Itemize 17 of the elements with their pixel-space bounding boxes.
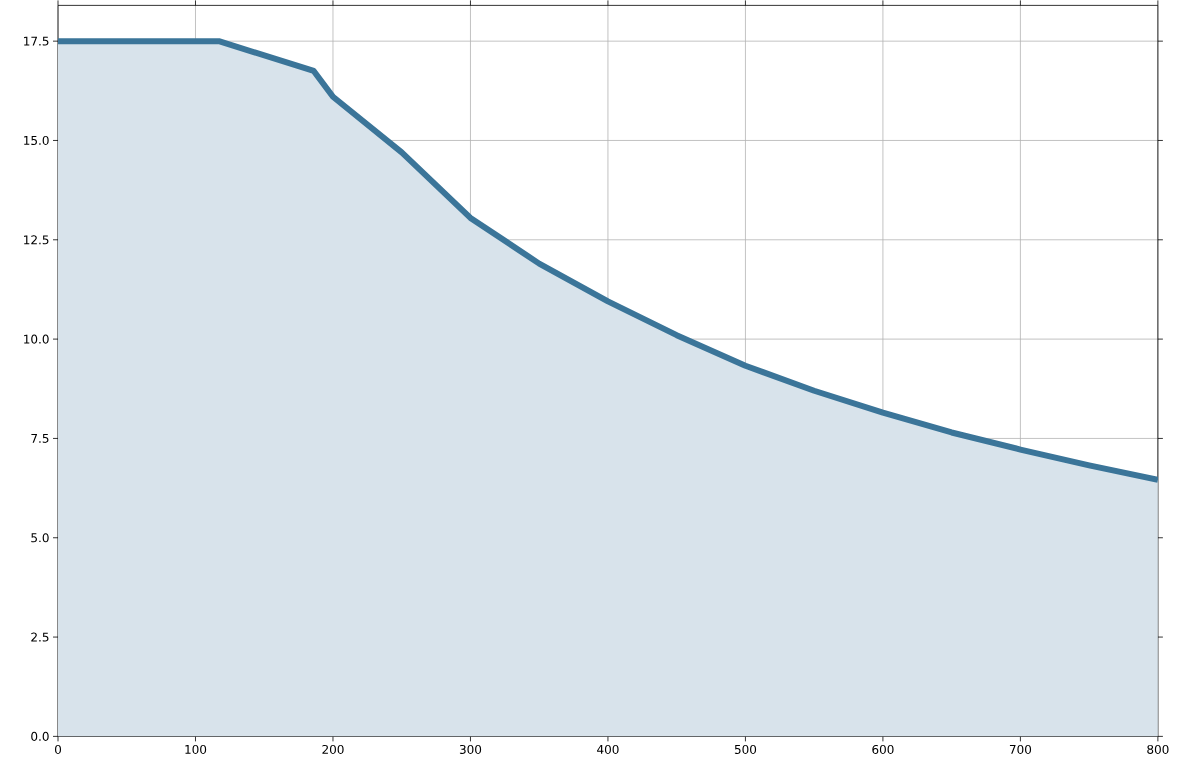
y-tick-label: 5.0	[31, 533, 49, 543]
x-tick-label: 100	[185, 744, 207, 754]
x-tick-label: 200	[322, 744, 344, 754]
x-tick-label: 600	[872, 744, 894, 754]
y-tick-label: 12.5	[24, 235, 49, 245]
y-tick-label: 2.5	[31, 632, 49, 642]
y-tick-label: 15.0	[24, 135, 49, 145]
y-tick-label: 10.0	[24, 334, 49, 344]
x-tick-label: 400	[597, 744, 619, 754]
y-tick-label: 0.0	[31, 731, 49, 741]
y-tick-label: 17.5	[24, 36, 49, 46]
x-tick-label: 800	[1147, 744, 1169, 754]
y-tick-label: 7.5	[31, 433, 49, 443]
x-tick-label: 500	[734, 744, 757, 754]
x-tick-label: 700	[1009, 744, 1032, 754]
x-tick-label: 300	[459, 744, 482, 754]
x-tick-label: 0	[54, 744, 62, 754]
